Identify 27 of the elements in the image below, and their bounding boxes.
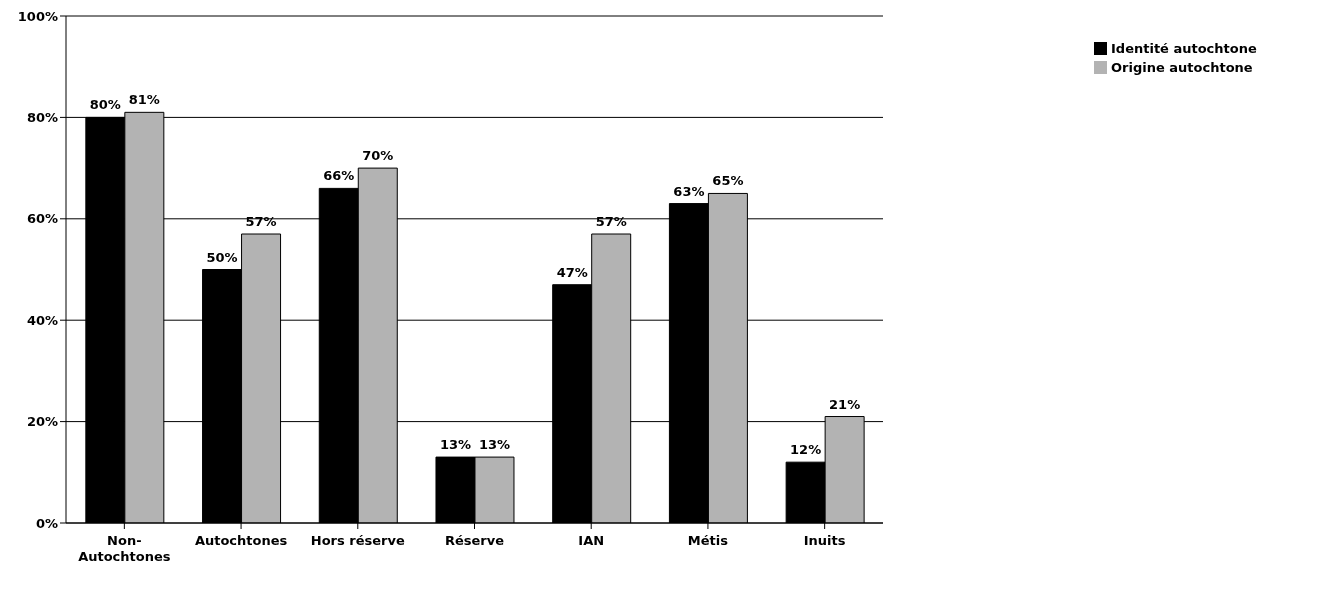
data-label: 81% bbox=[128, 92, 160, 108]
x-tick-label: IAN bbox=[578, 533, 605, 548]
data-label: 63% bbox=[673, 183, 705, 199]
y-tick-label: 0% bbox=[35, 515, 58, 531]
y-tick-label: 60% bbox=[26, 211, 58, 227]
data-label: 70% bbox=[362, 148, 394, 164]
data-label: 13% bbox=[439, 437, 472, 453]
legend-label: Identité autochtone bbox=[1111, 41, 1257, 56]
y-tick-label: 40% bbox=[26, 312, 58, 328]
data-label: 13% bbox=[478, 437, 511, 453]
data-label: 65% bbox=[712, 173, 744, 189]
data-label: 66% bbox=[323, 168, 355, 184]
data-label: 50% bbox=[206, 249, 238, 265]
x-tick-label: Autochtones bbox=[194, 533, 288, 548]
data-label: 21% bbox=[829, 396, 861, 412]
y-tick-label: 80% bbox=[26, 110, 58, 126]
data-label: 80% bbox=[89, 97, 121, 113]
x-tick-label: Réserve bbox=[444, 533, 505, 548]
x-tick-label: Métis bbox=[687, 533, 729, 548]
data-label: 12% bbox=[790, 442, 822, 458]
y-tick-label: 100% bbox=[17, 8, 58, 24]
legend-label: Origine autochtone bbox=[1111, 60, 1253, 75]
x-tick-label: Hors réserve bbox=[310, 533, 405, 548]
x-tick-label: Inuits bbox=[803, 533, 846, 548]
y-tick-label: 20% bbox=[26, 414, 58, 430]
x-tick-label: Non-Autochtones bbox=[78, 533, 171, 564]
data-label: 47% bbox=[556, 264, 588, 280]
